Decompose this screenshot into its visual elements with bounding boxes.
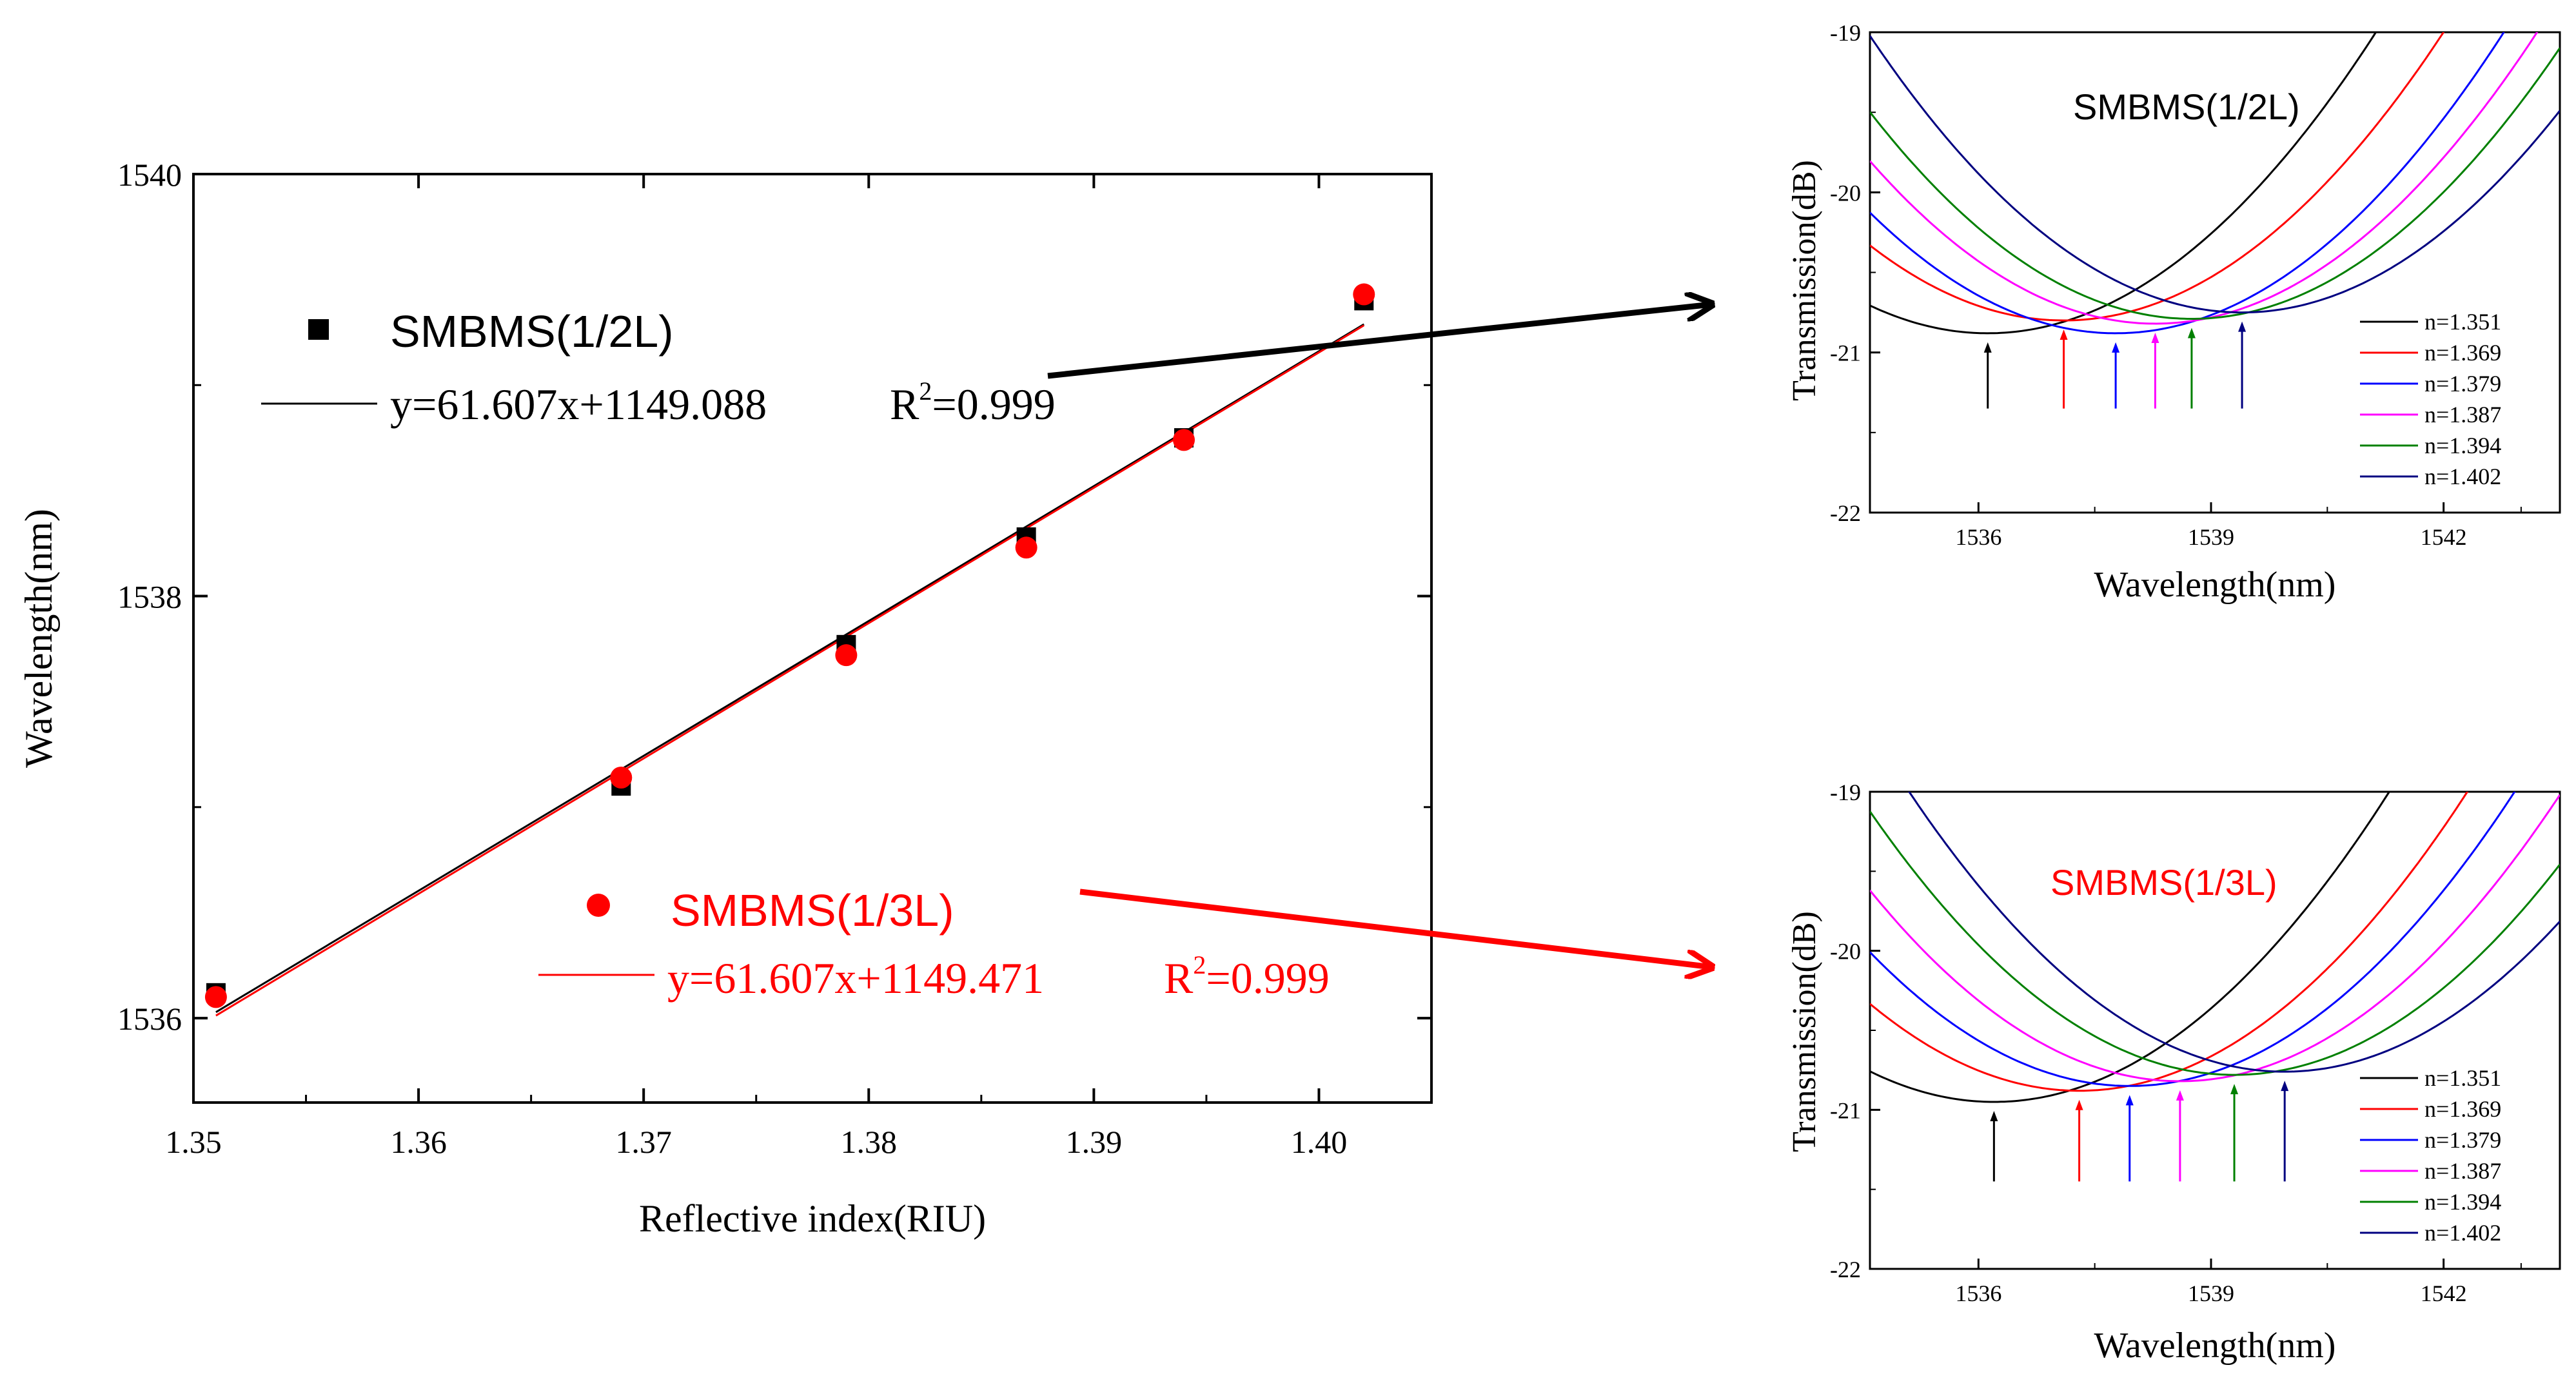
fit-line-smbms-half bbox=[215, 323, 1365, 1014]
inset-top-legend-label: n=1.369 bbox=[2424, 340, 2501, 366]
data-point-smbms-third bbox=[1015, 536, 1037, 559]
legend-square-marker bbox=[308, 319, 329, 340]
main-plot-frame bbox=[192, 173, 1433, 1104]
main-x-tick-label: 1.36 bbox=[390, 1124, 447, 1160]
inset-bottom-legend-label: n=1.387 bbox=[2424, 1158, 2501, 1184]
inset-top-x-tick-label: 1539 bbox=[2188, 524, 2234, 550]
inset-top-legend-label: n=1.402 bbox=[2424, 464, 2501, 489]
main-y-tick-label: 1536 bbox=[117, 1001, 182, 1037]
inset-bottom-chart: 1536 1539 1542 -22 -21 -20 -19 n=1.351 n=1.369 n… bbox=[1786, 780, 2561, 1366]
main-chart: 1.35 1.36 1.37 1.38 1.39 1.40 1536 1538 1540 Wav… bbox=[17, 157, 1433, 1240]
inset-top-chart: 1536 1539 1542 -22 -21 -20 -19 n=1.351 n=1.369 n… bbox=[1786, 20, 2561, 605]
main-x-tick-label: 1.37 bbox=[615, 1124, 672, 1160]
inset-top-y-tick-label: -21 bbox=[1830, 340, 1861, 366]
fit-r2-black: R2=0.999 bbox=[890, 377, 1056, 429]
inset-top-y-axis-label: Transmission(dB) bbox=[1786, 160, 1823, 401]
inset-bottom-legend-label: n=1.379 bbox=[2424, 1127, 2501, 1153]
data-point-smbms-third bbox=[1353, 283, 1375, 306]
inset-top-legend-label: n=1.387 bbox=[2424, 402, 2501, 427]
inset-top-dip-arrowhead bbox=[1983, 342, 1992, 353]
fit-r2-red: R2=0.999 bbox=[1164, 950, 1330, 1003]
inset-top-title: SMBMS(1/2L) bbox=[2073, 86, 2300, 127]
main-y-tick-label: 1540 bbox=[117, 157, 182, 193]
inset-bottom-curve bbox=[1870, 810, 2560, 1076]
data-point-smbms-third bbox=[204, 986, 227, 1008]
inset-bottom-y-tick-label: -21 bbox=[1830, 1097, 1861, 1123]
main-x-axis-label: Reflective index(RIU) bbox=[639, 1197, 986, 1240]
inset-bottom-y-tick-label: -22 bbox=[1830, 1257, 1861, 1282]
inset-top-x-tick-label: 1542 bbox=[2421, 524, 2467, 550]
inset-top-curve bbox=[1870, 35, 2560, 314]
inset-top-x-tick-label: 1536 bbox=[1955, 524, 2001, 550]
main-x-tick-label: 1.40 bbox=[1291, 1124, 1348, 1160]
main-x-tick-label: 1.39 bbox=[1066, 1124, 1123, 1160]
inset-top-y-tick-label: -20 bbox=[1830, 180, 1861, 206]
inset-top-dip-arrowhead bbox=[2060, 329, 2068, 340]
inset-bottom-curve bbox=[1870, 792, 2516, 1087]
inset-top-legend-label: n=1.351 bbox=[2424, 309, 2501, 335]
inset-bottom-legend-label: n=1.402 bbox=[2424, 1220, 2501, 1246]
inset-top-dip-arrowhead bbox=[2112, 342, 2120, 353]
main-y-tick-label: 1538 bbox=[117, 579, 182, 615]
inset-bottom-curve bbox=[1870, 792, 2391, 1103]
main-x-tick-label: 1.38 bbox=[841, 1124, 898, 1160]
inset-bottom-dip-arrowhead bbox=[1990, 1111, 1998, 1121]
inset-bottom-dip-arrowhead bbox=[2230, 1084, 2239, 1095]
inset-top-dip-arrowhead bbox=[2187, 328, 2196, 338]
inset-bottom-y-axis-label: Transmission(dB) bbox=[1786, 911, 1823, 1152]
inset-top-dip-arrowhead bbox=[2151, 332, 2159, 343]
inset-bottom-dip-arrowhead bbox=[2125, 1095, 2134, 1106]
data-point-smbms-third bbox=[610, 767, 633, 789]
fit-line-smbms-third bbox=[215, 324, 1365, 1017]
inset-bottom-x-tick-label: 1539 bbox=[2188, 1280, 2234, 1306]
inset-bottom-dip-arrowhead bbox=[2281, 1081, 2289, 1092]
fit-equation-red: y=61.607x+1149.471 bbox=[667, 954, 1044, 1003]
inset-bottom-y-tick-label: -20 bbox=[1830, 939, 1861, 965]
data-point-smbms-third bbox=[1173, 429, 1195, 451]
inset-bottom-curve bbox=[1907, 792, 2560, 1073]
inset-bottom-dip-arrowhead bbox=[2075, 1099, 2083, 1110]
inset-bottom-title: SMBMS(1/3L) bbox=[2050, 862, 2277, 903]
inset-bottom-curve bbox=[1870, 794, 2560, 1083]
inset-bottom-y-tick-label: -19 bbox=[1830, 780, 1861, 805]
inset-top-dip-arrowhead bbox=[2238, 321, 2247, 332]
inset-top-curve bbox=[1870, 32, 2539, 325]
legend-smbms-half: SMBMS(1/2L) bbox=[390, 306, 674, 357]
arrow-to-top-inset bbox=[1047, 304, 1712, 379]
legend-circle-marker bbox=[587, 894, 610, 917]
inset-top-y-tick-label: -22 bbox=[1830, 500, 1861, 526]
main-x-tick-label: 1.35 bbox=[165, 1124, 222, 1160]
legend-smbms-third: SMBMS(1/3L) bbox=[671, 885, 954, 936]
inset-top-legend-label: n=1.379 bbox=[2424, 371, 2501, 397]
inset-bottom-legend-label: n=1.351 bbox=[2424, 1065, 2501, 1091]
inset-top-curve bbox=[1870, 32, 2377, 335]
inset-top-y-tick-label: -19 bbox=[1830, 20, 1861, 46]
inset-top-curve bbox=[1870, 32, 2445, 322]
fit-equation-black: y=61.607x+1149.088 bbox=[390, 380, 767, 429]
inset-bottom-legend-label: n=1.369 bbox=[2424, 1096, 2501, 1122]
data-point-smbms-third bbox=[835, 644, 858, 667]
inset-top-curve bbox=[1870, 47, 2560, 320]
arrow-to-bottom-inset bbox=[1079, 888, 1712, 967]
inset-bottom-x-tick-label: 1536 bbox=[1955, 1280, 2001, 1306]
inset-bottom-x-axis-label: Wavelength(nm) bbox=[2094, 1326, 2336, 1366]
inset-bottom-dip-arrowhead bbox=[2176, 1090, 2184, 1101]
inset-top-curve bbox=[1870, 32, 2505, 335]
inset-top-legend-label: n=1.394 bbox=[2424, 433, 2501, 458]
inset-bottom-x-tick-label: 1542 bbox=[2421, 1280, 2467, 1306]
inset-bottom-curve bbox=[1870, 792, 2469, 1092]
inset-top-x-axis-label: Wavelength(nm) bbox=[2094, 565, 2336, 605]
inset-bottom-legend-label: n=1.394 bbox=[2424, 1189, 2501, 1215]
main-y-axis-label: Wavelength(nm) bbox=[17, 509, 60, 768]
